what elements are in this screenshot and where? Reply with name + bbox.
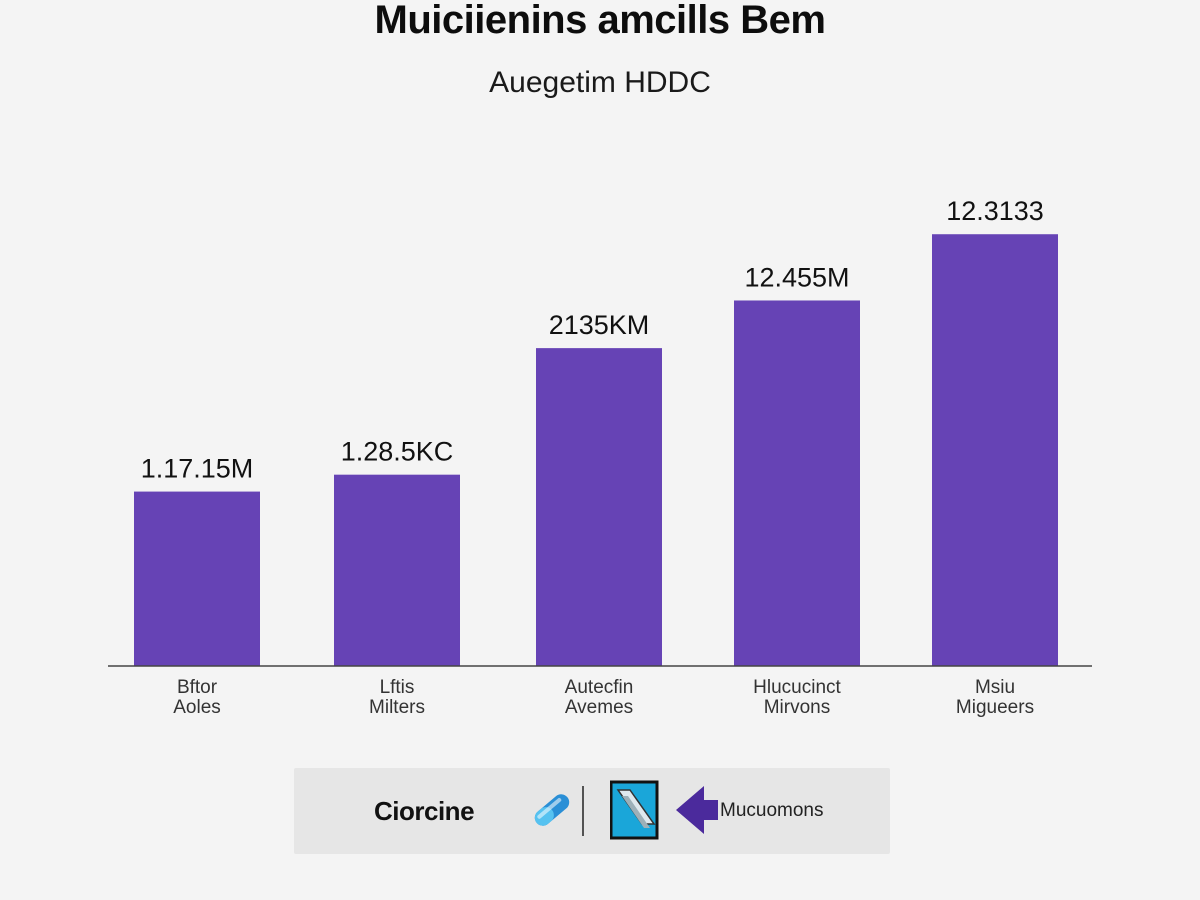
teal-tile-icon xyxy=(609,780,660,845)
legend-title: Ciorcine xyxy=(374,796,475,826)
category-label-2-line-2: Milters xyxy=(369,697,425,718)
bar-3 xyxy=(536,348,662,666)
bars-layer xyxy=(134,234,1058,666)
data-label-5: 12.3133 xyxy=(946,196,1044,226)
category-label-1-line-2: Aoles xyxy=(173,697,221,718)
bar-2 xyxy=(334,474,460,666)
legend: Ciorcine Mucuomons xyxy=(294,768,890,854)
category-label-5-line-2: Migueers xyxy=(956,697,1034,718)
chart-subtitle: Auegetim HDDC xyxy=(489,66,711,99)
chart-title: Muiciienins amcills Bem xyxy=(374,0,826,42)
data-label-3: 2135KM xyxy=(549,310,650,340)
category-label-5-line-1: Msiu xyxy=(975,677,1015,698)
data-label-1: 1.17.15M xyxy=(141,454,254,484)
category-label-4-line-1: Hlucucinct xyxy=(753,677,841,698)
bar-1 xyxy=(134,491,260,666)
data-label-4: 12.455M xyxy=(744,262,849,292)
bar-4 xyxy=(734,300,860,666)
purple-arrow-icon xyxy=(676,784,720,841)
bar-5 xyxy=(932,234,1058,666)
category-label-1-line-1: Bftor xyxy=(177,677,218,698)
category-label-2-line-1: Lftis xyxy=(380,677,415,698)
category-label-3-line-1: Autecfin xyxy=(565,677,634,698)
category-label-3-line-2: Avemes xyxy=(565,697,633,718)
slash-icon xyxy=(580,782,590,843)
blue-pill-icon xyxy=(524,782,580,843)
bar-chart: 1.17.15M 1.28.5KC 2135KM 12.455M 12.3133 Bft… xyxy=(108,196,1092,718)
data-label-2: 1.28.5KC xyxy=(341,437,454,467)
legend-series-label: Mucuomons xyxy=(720,800,824,821)
category-label-4-line-2: Mirvons xyxy=(764,697,831,718)
data-labels-layer: 1.17.15M 1.28.5KC 2135KM 12.455M 12.3133 xyxy=(141,196,1044,483)
